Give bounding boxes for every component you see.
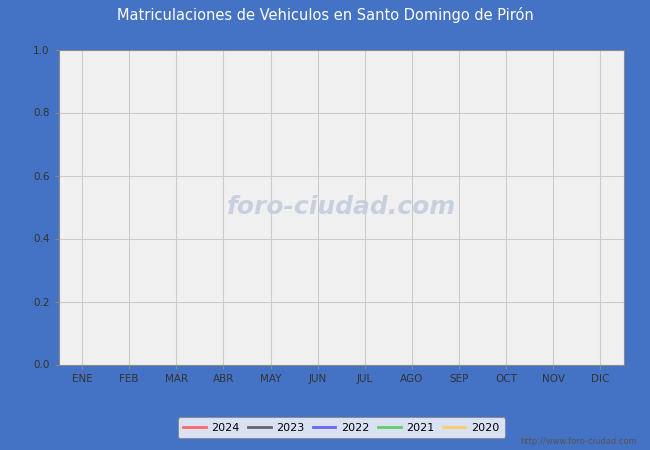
Text: foro-ciudad.com: foro-ciudad.com [227, 195, 456, 219]
Legend: 2024, 2023, 2022, 2021, 2020: 2024, 2023, 2022, 2021, 2020 [177, 417, 505, 438]
Text: Matriculaciones de Vehiculos en Santo Domingo de Pirón: Matriculaciones de Vehiculos en Santo Do… [116, 7, 534, 22]
Text: http://www.foro-ciudad.com: http://www.foro-ciudad.com [520, 436, 637, 446]
